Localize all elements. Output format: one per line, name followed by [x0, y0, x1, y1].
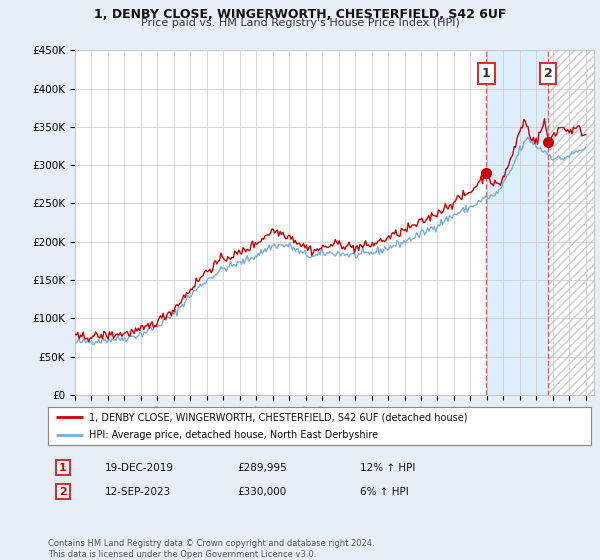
Text: HPI: Average price, detached house, North East Derbyshire: HPI: Average price, detached house, Nort… [89, 430, 378, 440]
Text: 1: 1 [59, 463, 67, 473]
Text: 1, DENBY CLOSE, WINGERWORTH, CHESTERFIELD, S42 6UF (detached house): 1, DENBY CLOSE, WINGERWORTH, CHESTERFIEL… [89, 412, 467, 422]
Text: 12-SEP-2023: 12-SEP-2023 [105, 487, 171, 497]
Text: £289,995: £289,995 [237, 463, 287, 473]
Text: 1: 1 [482, 67, 491, 80]
Text: Contains HM Land Registry data © Crown copyright and database right 2024.
This d: Contains HM Land Registry data © Crown c… [48, 539, 374, 559]
Text: £330,000: £330,000 [237, 487, 286, 497]
Text: 12% ↑ HPI: 12% ↑ HPI [360, 463, 415, 473]
Bar [487, 50, 548, 395]
Text: Price paid vs. HM Land Registry's House Price Index (HPI): Price paid vs. HM Land Registry's House … [140, 18, 460, 29]
Text: 6% ↑ HPI: 6% ↑ HPI [360, 487, 409, 497]
Bar [548, 50, 594, 395]
Text: 2: 2 [544, 67, 553, 80]
Text: 19-DEC-2019: 19-DEC-2019 [105, 463, 174, 473]
Text: 1, DENBY CLOSE, WINGERWORTH, CHESTERFIELD, S42 6UF: 1, DENBY CLOSE, WINGERWORTH, CHESTERFIEL… [94, 8, 506, 21]
Text: 2: 2 [59, 487, 67, 497]
